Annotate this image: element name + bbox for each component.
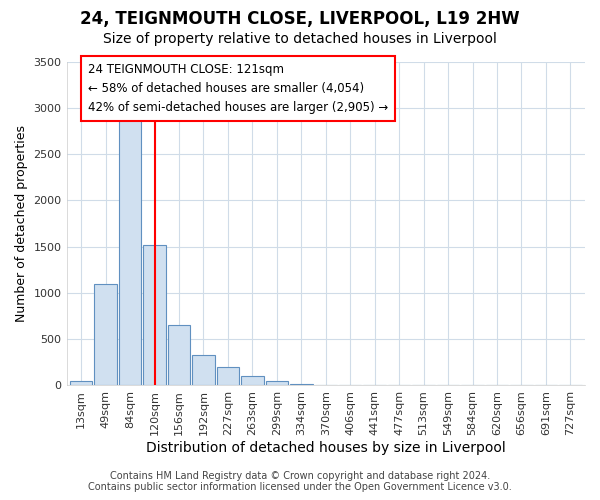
Text: Contains HM Land Registry data © Crown copyright and database right 2024.
Contai: Contains HM Land Registry data © Crown c… xyxy=(88,471,512,492)
Y-axis label: Number of detached properties: Number of detached properties xyxy=(15,125,28,322)
Text: 24, TEIGNMOUTH CLOSE, LIVERPOOL, L19 2HW: 24, TEIGNMOUTH CLOSE, LIVERPOOL, L19 2HW xyxy=(80,10,520,28)
Bar xyxy=(94,284,117,386)
Bar xyxy=(266,381,288,386)
Text: Size of property relative to detached houses in Liverpool: Size of property relative to detached ho… xyxy=(103,32,497,46)
Bar xyxy=(168,326,190,386)
Text: 24 TEIGNMOUTH CLOSE: 121sqm
← 58% of detached houses are smaller (4,054)
42% of : 24 TEIGNMOUTH CLOSE: 121sqm ← 58% of det… xyxy=(88,64,388,114)
Bar xyxy=(241,376,263,386)
Bar xyxy=(70,381,92,386)
Bar xyxy=(290,384,313,386)
Bar xyxy=(119,115,142,386)
X-axis label: Distribution of detached houses by size in Liverpool: Distribution of detached houses by size … xyxy=(146,441,506,455)
Bar xyxy=(217,367,239,386)
Bar xyxy=(143,245,166,386)
Bar xyxy=(192,355,215,386)
